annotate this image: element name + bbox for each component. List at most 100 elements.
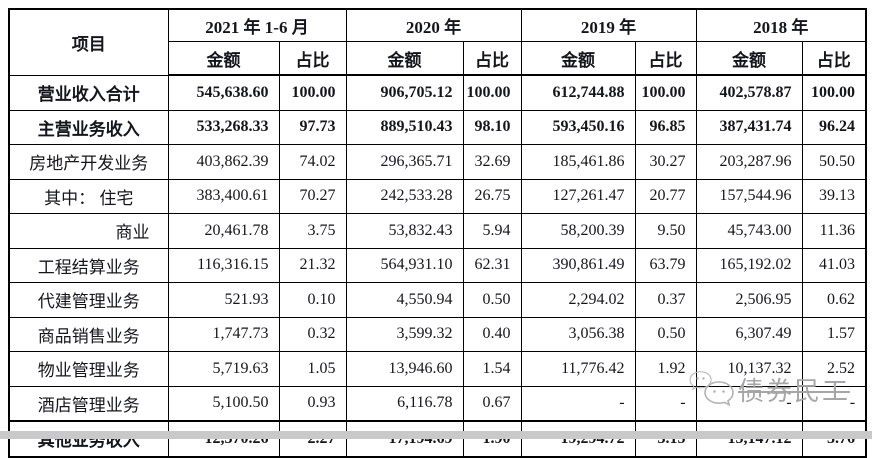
ratio-cell: 41.03 [801,247,867,283]
amount-cell: 387,431.74 [695,109,803,145]
ratio-cell: 1.57 [801,316,867,352]
amount-cell: 4,550.94 [345,282,464,318]
ratio-cell: 74.02 [278,144,347,180]
revenue-table: 项目 2021 年 1-6 月 2020 年 2019 年 2018 年 金额 … [8,8,868,458]
ratio-cell: 0.40 [462,316,522,352]
header-year-2021h1: 2021 年 1-6 月 [167,8,347,42]
amount-cell: 45,743.00 [695,213,803,249]
row-label: 商业 [8,213,169,249]
header-amount: 金额 [167,41,280,76]
ratio-cell: 9.50 [634,213,697,249]
row-label: 房地产开发业务 [8,144,169,180]
header-year-row: 项目 2021 年 1-6 月 2020 年 2019 年 2018 年 [8,8,867,76]
amount-cell: 53,832.43 [345,213,464,249]
table-row: 酒店管理业务 5,100.50 0.93 6,116.78 0.67 - - -… [8,385,867,422]
ratio-cell: 100.00 [462,74,522,111]
amount-cell: 5,719.63 [167,351,280,387]
row-label: 代建管理业务 [8,282,169,318]
amount-cell: 165,192.02 [695,247,803,283]
ratio-cell: 5.94 [462,213,522,249]
amount-cell: 185,461.86 [520,144,636,180]
amount-cell: 545,638.60 [167,74,280,111]
amount-cell: 593,450.16 [520,109,636,145]
header-year-2019: 2019 年 [520,8,697,42]
table-row: 物业管理业务 5,719.63 1.05 13,946.60 1.54 11,7… [8,351,867,387]
amount-cell: 402,578.87 [695,74,803,111]
row-label: 商品销售业务 [8,316,169,352]
ratio-cell: 0.10 [278,282,347,318]
amount-cell: 3,599.32 [345,316,464,352]
amount-cell: 1,747.73 [167,316,280,352]
header-item: 项目 [8,8,169,76]
ratio-cell: 96.24 [801,109,867,145]
table-row: 房地产开发业务 403,862.39 74.02 296,365.71 32.6… [8,144,867,180]
amount-cell: 533,268.33 [167,109,280,145]
amount-cell: 2,506.95 [695,282,803,318]
header-ratio: 占比 [634,41,697,76]
amount-cell: 906,705.12 [345,74,464,111]
amount-cell: 242,533.28 [345,178,464,214]
ratio-cell: 30.27 [634,144,697,180]
amount-cell: - [520,385,636,422]
header-amount: 金额 [695,41,803,76]
ratio-cell: 97.73 [278,109,347,145]
amount-cell: 58,200.39 [520,213,636,249]
ratio-cell: 32.69 [462,144,522,180]
ratio-cell: 21.32 [278,247,347,283]
ratio-cell: 39.13 [801,178,867,214]
ratio-cell: 96.85 [634,109,697,145]
amount-cell: 403,862.39 [167,144,280,180]
amount-cell: 203,287.96 [695,144,803,180]
ratio-cell: 0.93 [278,385,347,422]
ratio-cell: 63.79 [634,247,697,283]
amount-cell: 10,137.32 [695,351,803,387]
amount-cell: 5,100.50 [167,385,280,422]
ratio-cell: 70.27 [278,178,347,214]
header-year-2018: 2018 年 [695,8,867,42]
table-row: 营业收入合计 545,638.60 100.00 906,705.12 100.… [8,74,867,111]
ratio-cell: 3.75 [278,213,347,249]
amount-cell: 521.93 [167,282,280,318]
ratio-cell: 50.50 [801,144,867,180]
ratio-cell: 100.00 [278,74,347,111]
amount-cell: 6,307.49 [695,316,803,352]
amount-cell: 3,056.38 [520,316,636,352]
amount-cell: 6,116.78 [345,385,464,422]
table-row: 商品销售业务 1,747.73 0.32 3,599.32 0.40 3,056… [8,316,867,352]
row-label: 主营业务收入 [8,109,169,145]
amount-cell: 564,931.10 [345,247,464,283]
amount-cell: 127,261.47 [520,178,636,214]
header-amount: 金额 [345,41,464,76]
ratio-cell: - [634,385,697,422]
amount-cell: 157,544.96 [695,178,803,214]
table-row: 商业 20,461.78 3.75 53,832.43 5.94 58,200.… [8,213,867,249]
row-label: 工程结算业务 [8,247,169,283]
amount-cell: 11,776.42 [520,351,636,387]
ratio-cell: 62.31 [462,247,522,283]
ratio-cell: 0.67 [462,385,522,422]
ratio-cell: 0.37 [634,282,697,318]
amount-cell: 383,400.61 [167,178,280,214]
amount-cell: 889,510.43 [345,109,464,145]
row-label: 物业管理业务 [8,351,169,387]
table-row: 主营业务收入 533,268.33 97.73 889,510.43 98.10… [8,109,867,145]
revenue-breakdown-table: 项目 2021 年 1-6 月 2020 年 2019 年 2018 年 金额 … [8,8,868,458]
row-label: 其中： 住宅 [8,178,169,214]
ratio-cell: 98.10 [462,109,522,145]
amount-cell: 296,365.71 [345,144,464,180]
amount-cell: 612,744.88 [520,74,636,111]
row-label: 酒店管理业务 [8,385,169,422]
ratio-cell: 20.77 [634,178,697,214]
amount-cell: 2,294.02 [520,282,636,318]
ratio-cell: 1.54 [462,351,522,387]
amount-cell: 116,316.15 [167,247,280,283]
row-label: 营业收入合计 [8,74,169,111]
ratio-cell: - [801,385,867,422]
header-ratio: 占比 [462,41,522,76]
ratio-cell: 100.00 [801,74,867,111]
amount-cell: 20,461.78 [167,213,280,249]
amount-cell: - [695,385,803,422]
ratio-cell: 26.75 [462,178,522,214]
amount-cell: 390,861.49 [520,247,636,283]
header-ratio: 占比 [278,41,347,76]
